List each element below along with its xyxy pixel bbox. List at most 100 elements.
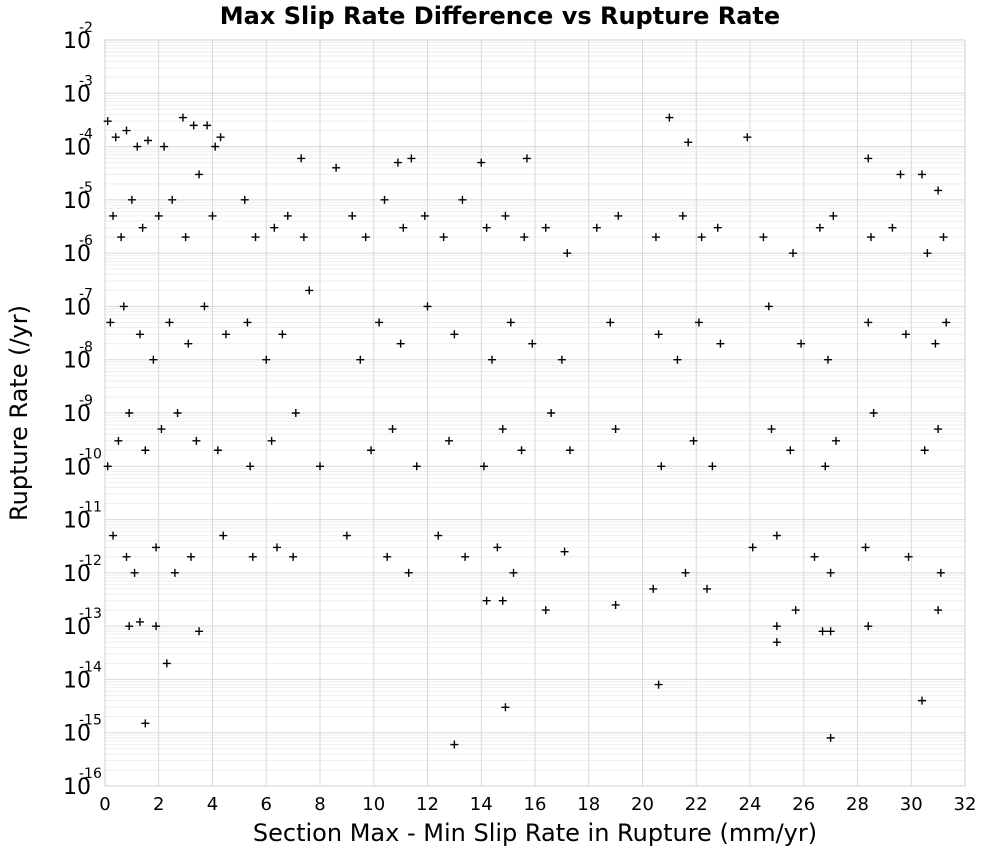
data-point xyxy=(797,339,806,348)
y-tick-exponent: -3 xyxy=(79,73,93,89)
y-tick-exponent: -6 xyxy=(79,233,93,249)
y-tick-exponent: -4 xyxy=(79,127,93,143)
data-point xyxy=(219,531,228,540)
data-point xyxy=(289,552,298,561)
data-point xyxy=(565,446,574,455)
y-tick-exponent: -7 xyxy=(79,286,93,302)
data-point xyxy=(399,223,408,232)
data-point xyxy=(170,568,179,577)
data-point xyxy=(673,355,682,364)
grid xyxy=(104,39,966,787)
data-point xyxy=(651,233,660,242)
data-point xyxy=(135,617,144,626)
data-point xyxy=(528,339,537,348)
y-tick-exponent: -14 xyxy=(79,659,102,675)
data-point xyxy=(665,113,674,122)
data-point xyxy=(450,740,459,749)
data-point xyxy=(168,195,177,204)
data-point xyxy=(461,552,470,561)
data-point xyxy=(517,446,526,455)
y-tick-label: 10 xyxy=(63,775,91,800)
data-point xyxy=(149,355,158,364)
data-point xyxy=(654,330,663,339)
y-tick-label: 10 xyxy=(63,242,91,267)
data-point xyxy=(299,233,308,242)
data-point xyxy=(789,249,797,258)
data-point xyxy=(178,113,187,122)
data-point xyxy=(103,117,112,126)
data-point xyxy=(901,330,910,339)
x-tick-label: 30 xyxy=(900,794,923,815)
data-point xyxy=(592,223,601,232)
data-point xyxy=(678,211,687,220)
data-point xyxy=(189,121,198,130)
data-point xyxy=(934,186,943,195)
data-point xyxy=(864,154,873,163)
data-point xyxy=(708,462,717,471)
data-point xyxy=(342,531,351,540)
data-point xyxy=(823,355,832,364)
data-point xyxy=(240,195,249,204)
data-points xyxy=(103,113,951,749)
data-point xyxy=(509,568,518,577)
data-point xyxy=(420,211,429,220)
data-point xyxy=(716,339,725,348)
data-point xyxy=(703,584,711,593)
data-point xyxy=(748,543,757,552)
data-point xyxy=(127,195,136,204)
data-point xyxy=(477,158,486,167)
y-axis-ticks: 10-210-310-410-510-610-710-810-910-1010-… xyxy=(63,20,102,800)
data-point xyxy=(657,462,666,471)
data-point xyxy=(361,233,370,242)
data-point xyxy=(488,355,496,364)
y-tick-exponent: -16 xyxy=(79,766,102,782)
data-point xyxy=(316,462,324,471)
y-tick-exponent: -5 xyxy=(79,180,93,196)
data-point xyxy=(122,552,131,561)
x-axis-label: Section Max - Min Slip Rate in Rupture (… xyxy=(253,819,817,847)
y-tick-label: 10 xyxy=(63,668,91,693)
y-tick-label: 10 xyxy=(63,295,91,320)
data-point xyxy=(888,223,897,232)
data-point xyxy=(208,211,217,220)
data-point xyxy=(173,409,182,417)
data-point xyxy=(248,552,257,561)
data-point xyxy=(407,154,416,163)
x-tick-label: 28 xyxy=(846,794,869,815)
data-point xyxy=(479,462,488,471)
data-point xyxy=(213,446,222,455)
y-tick-label: 10 xyxy=(63,455,91,480)
data-point xyxy=(246,462,255,471)
y-tick-label: 10 xyxy=(63,722,91,747)
data-point xyxy=(498,425,507,434)
data-point xyxy=(160,142,169,151)
data-point xyxy=(810,552,819,561)
data-point xyxy=(152,622,161,631)
data-point xyxy=(133,142,142,151)
y-tick-label: 10 xyxy=(63,402,91,427)
y-tick-exponent: -15 xyxy=(79,713,102,729)
data-point xyxy=(904,552,913,561)
x-tick-label: 18 xyxy=(577,794,600,815)
data-point xyxy=(393,158,402,167)
data-point xyxy=(829,211,838,220)
x-tick-label: 20 xyxy=(631,794,654,815)
data-point xyxy=(267,436,276,445)
plot-frame xyxy=(104,39,966,787)
data-point xyxy=(826,733,835,742)
data-point xyxy=(821,462,830,471)
data-point xyxy=(273,543,281,552)
data-point xyxy=(767,425,776,434)
data-point xyxy=(896,170,905,179)
data-point xyxy=(918,170,926,179)
data-point xyxy=(114,436,123,445)
data-point xyxy=(283,211,292,220)
data-point xyxy=(743,133,752,142)
data-point xyxy=(713,223,722,232)
data-point xyxy=(786,446,795,455)
y-tick-exponent: -13 xyxy=(79,606,102,622)
data-point xyxy=(681,568,690,577)
data-point xyxy=(157,425,166,434)
data-point xyxy=(122,126,131,135)
data-point xyxy=(130,568,139,577)
